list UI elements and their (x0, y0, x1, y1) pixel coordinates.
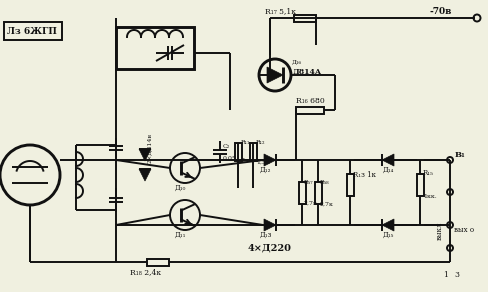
Bar (346, 174, 353, 196)
Text: 1: 1 (443, 271, 448, 279)
Bar (294, 15, 316, 22)
Bar (296, 107, 324, 114)
Text: 2,7к: 2,7к (304, 201, 318, 206)
Text: R₅₈: R₅₈ (320, 180, 329, 185)
Text: Д₁₅: Д₁₅ (383, 231, 394, 239)
Text: R₁₈ 2,4к: R₁₈ 2,4к (130, 268, 161, 276)
Text: Д₁₆: Д₁₆ (292, 60, 302, 65)
Bar (314, 182, 322, 204)
Text: Д814А: Д814А (293, 68, 322, 76)
Text: Д₁₀: Д₁₀ (175, 184, 186, 192)
Polygon shape (139, 149, 151, 161)
Bar (416, 174, 424, 196)
Text: 0,05: 0,05 (223, 156, 237, 161)
Polygon shape (264, 154, 276, 166)
Text: 4×Д220: 4×Д220 (248, 244, 292, 253)
Text: 1кк.: 1кк. (423, 194, 437, 199)
Text: 1к: 1к (241, 159, 249, 164)
Text: вых o: вых o (454, 226, 474, 234)
Text: R₁₆ 680: R₁₆ 680 (296, 97, 325, 105)
Bar (299, 182, 305, 204)
Text: Д₁₁: Д₁₁ (175, 231, 186, 239)
Text: Д₁з: Д₁з (260, 231, 272, 239)
Text: -70в: -70в (430, 6, 452, 15)
Bar (4, 22, 62, 40)
Bar (249, 143, 257, 161)
Text: выкл: выкл (436, 222, 444, 240)
Polygon shape (382, 154, 394, 166)
Text: R₁₇ 5,1к: R₁₇ 5,1к (265, 7, 296, 15)
Text: R₁₅: R₁₅ (423, 169, 434, 177)
Text: R₁з 1к: R₁з 1к (353, 171, 376, 179)
Polygon shape (139, 169, 151, 181)
Text: Д₁₄: Д₁₄ (383, 166, 394, 174)
Bar (116, 27, 194, 69)
Text: Лз 6ЖΓП: Лз 6ЖΓП (7, 27, 57, 36)
Text: C₂: C₂ (223, 143, 230, 149)
Text: 2,7к: 2,7к (320, 201, 334, 206)
Text: R₁₁: R₁₁ (241, 140, 250, 145)
Text: R₁₂: R₁₂ (256, 140, 265, 145)
Text: B₁: B₁ (455, 151, 466, 159)
Polygon shape (267, 67, 283, 83)
Bar (235, 143, 242, 161)
Text: R₅₇: R₅₇ (304, 180, 314, 185)
Polygon shape (264, 219, 276, 231)
Text: 1,5к: 1,5к (256, 159, 270, 164)
Polygon shape (382, 219, 394, 231)
Text: 3: 3 (454, 271, 459, 279)
Text: Д₁₂: Д₁₂ (260, 166, 271, 174)
Text: 2×Д814в: 2×Д814в (146, 133, 151, 163)
Bar (147, 258, 169, 265)
